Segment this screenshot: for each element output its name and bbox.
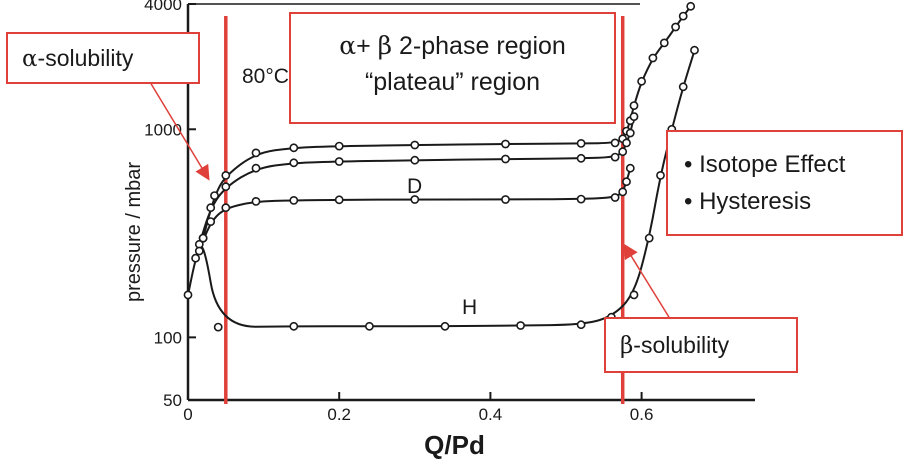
- data-point: [210, 191, 219, 200]
- y-tick-label: 1000: [144, 120, 182, 139]
- series-label-H: H: [462, 296, 477, 319]
- x-tick-label: 0: [183, 405, 192, 424]
- data-point: [198, 233, 208, 243]
- two-phase-region-callout: α+ β 2-phase region “plateau” region: [289, 12, 616, 124]
- x-axis-label: Q/Pd: [424, 430, 485, 460]
- data-point: [576, 320, 586, 330]
- data-point: [213, 322, 223, 332]
- axis-ticks: 0 0.2 0.4 0.6 4000 1000 100 50: [144, 0, 653, 424]
- data-point: [618, 147, 628, 157]
- data-point: [629, 112, 639, 121]
- alpha-solubility-callout: α-solubility: [6, 32, 200, 84]
- y-tick-label: 50: [163, 391, 182, 410]
- beta-solubility-label: -solubility: [633, 332, 730, 358]
- temperature-annotation: 80°C: [242, 65, 289, 88]
- data-point: [194, 246, 204, 256]
- x-tick-label: 0.4: [479, 405, 503, 424]
- data-point: [622, 177, 631, 187]
- data-point: [289, 195, 299, 205]
- data-point: [501, 195, 510, 204]
- data-point: [637, 76, 646, 86]
- data-point: [678, 11, 688, 21]
- data-point: [644, 233, 654, 243]
- hysteresis-item: • Hysteresis: [684, 188, 812, 215]
- series-label-D: D: [407, 175, 422, 198]
- beta-symbol: β: [377, 31, 393, 60]
- two-phase-line1: α+ β 2-phase region: [291, 28, 614, 64]
- data-point: [364, 321, 374, 331]
- data-point: [221, 170, 231, 180]
- data-point: [576, 194, 586, 204]
- two-phase-text: 2-phase region: [392, 32, 566, 60]
- alpha-symbol: α: [339, 31, 357, 60]
- data-point: [678, 82, 688, 92]
- data-point: [221, 182, 231, 192]
- plus-text: +: [356, 32, 378, 60]
- data-point: [625, 128, 635, 138]
- data-point: [690, 45, 699, 55]
- data-point: [659, 38, 669, 48]
- data-point: [289, 143, 299, 153]
- alpha-solubility-label: -solubility: [37, 45, 134, 71]
- data-points: [183, 1, 699, 332]
- data-point: [686, 1, 696, 11]
- data-point: [334, 157, 344, 166]
- alpha-arrow: [149, 81, 210, 181]
- data-point: [191, 253, 200, 263]
- effects-callout: • Isotope Effect • Hysteresis: [666, 130, 903, 236]
- data-point: [410, 195, 420, 204]
- data-point: [251, 196, 261, 206]
- y-tick-label: 4000: [144, 0, 182, 14]
- x-tick-label: 0.2: [327, 405, 351, 424]
- data-point: [576, 138, 586, 148]
- data-point: [648, 53, 658, 63]
- data-point: [206, 203, 216, 213]
- data-point: [334, 141, 344, 151]
- data-point: [656, 170, 665, 180]
- data-point: [334, 195, 344, 205]
- x-tick-label: 0.6: [630, 405, 654, 424]
- y-axis-label: pressure / mbar: [123, 162, 145, 302]
- data-point: [501, 139, 510, 149]
- data-point: [610, 193, 620, 202]
- plateau-region-text: “plateau” region: [364, 68, 541, 96]
- data-point: [629, 290, 639, 300]
- beta-symbol: β: [620, 333, 634, 359]
- data-point: [410, 155, 420, 165]
- data-point: [625, 163, 635, 173]
- data-point: [610, 152, 620, 162]
- data-point: [671, 22, 680, 32]
- beta-arrow: [623, 243, 673, 323]
- isotope-effect-item: • Isotope Effect: [684, 151, 846, 178]
- data-point: [516, 321, 525, 330]
- data-point: [289, 158, 299, 168]
- data-point: [576, 153, 586, 163]
- data-point: [221, 203, 231, 213]
- data-point: [206, 217, 216, 226]
- beta-solubility-callout: β-solubility: [604, 317, 798, 373]
- data-point: [251, 148, 261, 158]
- data-point: [410, 140, 420, 150]
- data-point: [618, 187, 628, 197]
- data-point: [622, 138, 631, 148]
- data-point: [289, 321, 299, 331]
- data-point: [610, 138, 620, 148]
- data-point: [183, 290, 193, 300]
- data-point: [501, 154, 510, 164]
- data-point: [251, 163, 261, 173]
- data-point: [440, 321, 450, 331]
- data-point: [629, 101, 639, 110]
- y-tick-label: 100: [154, 328, 182, 347]
- alpha-symbol: α: [22, 46, 38, 72]
